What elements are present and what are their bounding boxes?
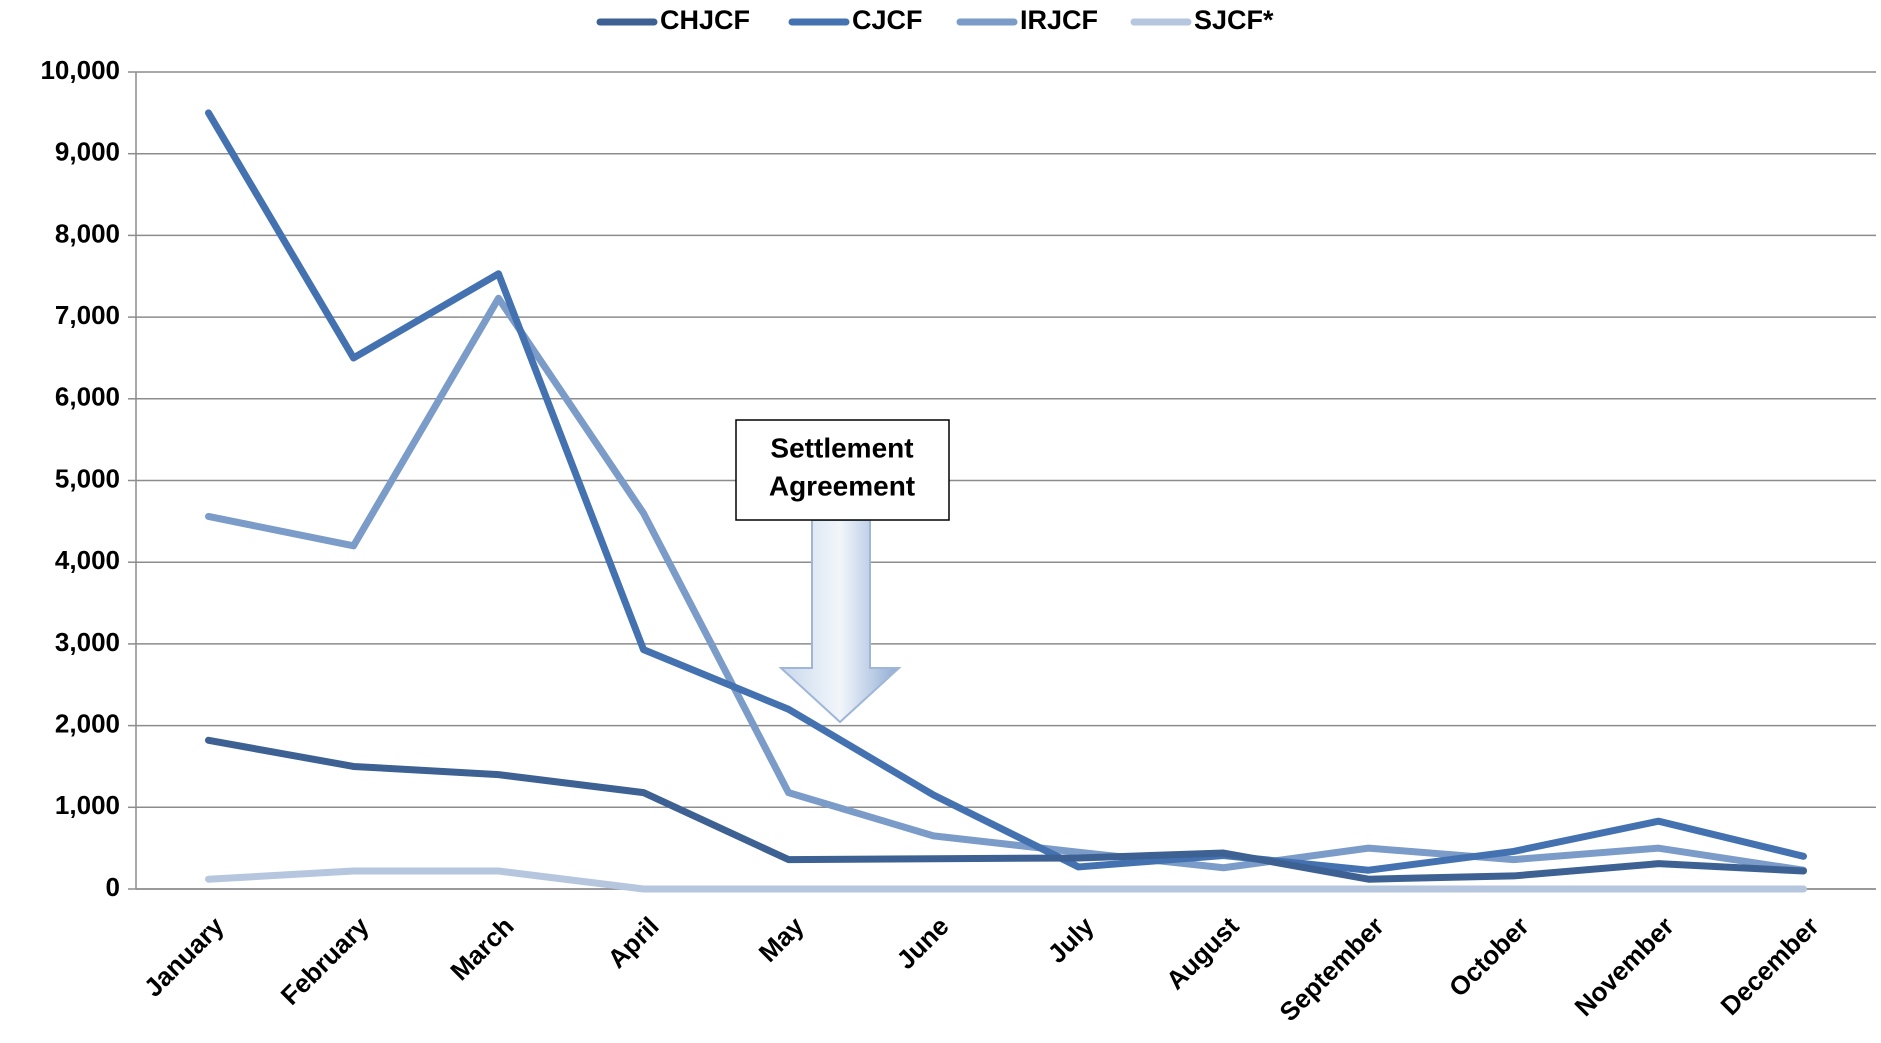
x-tick-label: January bbox=[138, 911, 230, 1003]
y-tick-label: 9,000 bbox=[55, 137, 120, 167]
x-tick-label: February bbox=[275, 911, 375, 1011]
y-tick-label: 2,000 bbox=[55, 708, 120, 738]
x-tick-label: November bbox=[1568, 911, 1679, 1022]
series-line bbox=[205, 736, 1807, 883]
x-tick-label: May bbox=[753, 911, 810, 968]
series-line bbox=[205, 109, 1807, 874]
legend-label: CHJCF bbox=[660, 5, 750, 35]
series-line bbox=[205, 294, 1807, 874]
x-tick-label: June bbox=[890, 911, 954, 975]
annotation-text: Settlement bbox=[770, 432, 913, 463]
legend-label: SJCF* bbox=[1194, 5, 1274, 35]
y-tick-label: 3,000 bbox=[55, 627, 120, 657]
y-tick-label: 10,000 bbox=[40, 55, 120, 85]
x-tick-label: July bbox=[1042, 911, 1100, 969]
y-tick-label: 1,000 bbox=[55, 790, 120, 820]
annotation-arrow bbox=[778, 519, 902, 724]
y-tick-label: 4,000 bbox=[55, 545, 120, 575]
y-tick-label: 6,000 bbox=[55, 382, 120, 412]
y-tick-label: 0 bbox=[106, 872, 120, 902]
x-tick-label: December bbox=[1714, 911, 1824, 1021]
x-tick-label: October bbox=[1443, 911, 1535, 1003]
legend-label: CJCF bbox=[852, 5, 923, 35]
annotation-box bbox=[735, 419, 950, 521]
x-tick-label: March bbox=[444, 911, 519, 986]
series-line bbox=[205, 867, 1807, 893]
x-tick-label: September bbox=[1273, 911, 1389, 1027]
y-tick-label: 5,000 bbox=[55, 463, 120, 493]
y-tick-label: 7,000 bbox=[55, 300, 120, 330]
annotation-text: Agreement bbox=[769, 470, 915, 501]
legend-label: IRJCF bbox=[1020, 5, 1098, 35]
x-tick-label: April bbox=[602, 911, 665, 974]
plot-area: 0 1,000 2,000 3,000 4,000 5,000 6,000 7,000 8,00… bbox=[40, 55, 1876, 1027]
x-tick-label: August bbox=[1160, 911, 1245, 996]
y-tick-label: 8,000 bbox=[55, 218, 120, 248]
